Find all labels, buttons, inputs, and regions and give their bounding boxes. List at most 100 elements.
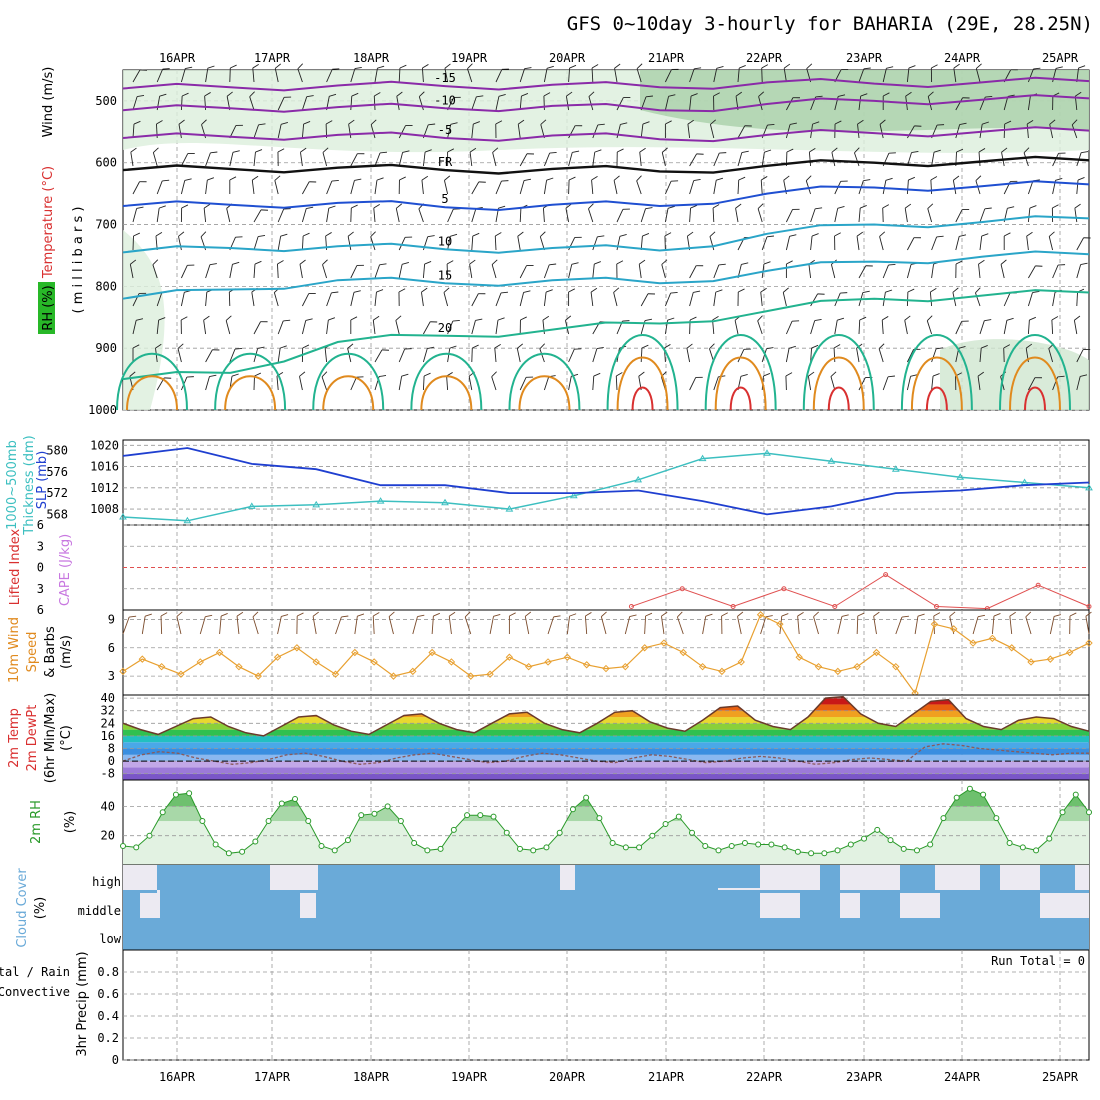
wind10-barb: [524, 616, 530, 635]
wind10-marker: [370, 658, 378, 666]
pressure-tick-1000: 1000: [88, 403, 117, 417]
wind10-barb: [737, 616, 742, 635]
wind10-barb-flag: [417, 614, 425, 618]
wind-barb-flag: [210, 151, 218, 154]
wind-barb: [686, 348, 691, 363]
wind10-marker: [215, 648, 224, 657]
wind-barb-flag: [930, 287, 937, 293]
wind-barb: [543, 152, 551, 167]
wind-barb-flag: [305, 318, 313, 321]
wind-barb: [519, 68, 525, 83]
wind-barb: [471, 320, 476, 335]
wind10-barb: [1009, 616, 1013, 635]
temp-tick-16: 16: [101, 729, 115, 743]
wind-barb: [277, 320, 284, 335]
wind-barb: [1074, 208, 1078, 223]
wind-barb-flag: [207, 177, 215, 181]
wind-barb: [1027, 68, 1034, 83]
wind-barb: [374, 180, 378, 195]
wind-barb-flag: [710, 119, 716, 125]
wind-barb: [443, 292, 449, 307]
wind-barb-flag: [447, 148, 455, 153]
rh-marker: [318, 842, 325, 849]
rh-marker: [768, 841, 775, 848]
wind-barb: [786, 97, 794, 111]
wind-barb-flag: [619, 234, 627, 237]
temp-band: [123, 735, 1089, 743]
wind-barb: [613, 292, 618, 307]
wind-barb: [882, 376, 889, 391]
rh-marker: [675, 813, 682, 820]
wind-barb-flag: [201, 119, 207, 125]
wind-barb: [592, 264, 595, 279]
isotherm-label--15: -15: [434, 71, 456, 85]
rh2m-panel: 20 40 2m RH (%): [29, 779, 1092, 866]
wind-barb: [446, 376, 449, 391]
wind-barb-flag: [156, 120, 163, 125]
wind-barb-flag: [354, 66, 362, 70]
rh-marker: [1046, 835, 1053, 842]
wind-barb-flag: [177, 343, 184, 349]
wind-barb-flag: [767, 123, 775, 126]
bottom-date-25APR: 25APR: [1042, 1070, 1079, 1084]
wind-barb: [640, 293, 649, 307]
wind10-barb: [312, 616, 317, 635]
top-date-23APR: 23APR: [846, 51, 883, 65]
wind10-barb: [1049, 616, 1055, 635]
wind-barb-flag: [789, 234, 797, 237]
wind-barb-flag: [837, 317, 845, 321]
rh-marker: [292, 796, 299, 803]
isotherm-label-15: 15: [438, 268, 452, 282]
wind10-barb-flag: [1009, 611, 1016, 617]
wind-barb-flag: [498, 205, 506, 209]
isotherm-5: [122, 180, 1090, 212]
wind-barb-flag: [597, 123, 605, 126]
isotherm-15: [122, 250, 1090, 300]
wind-barb: [447, 320, 454, 335]
wind-barb: [810, 236, 813, 251]
wind-barb-flag: [831, 147, 838, 153]
cape-panel: 6 3 0 3 6 Lifted Index CAPE (J/kg): [8, 518, 1092, 617]
rh-marker: [199, 818, 206, 825]
li-label: Lifted Index: [8, 528, 23, 605]
isotherm-label-FR: FR: [438, 155, 453, 169]
pressure-tick-600: 600: [95, 156, 117, 170]
wind-barb: [422, 348, 428, 363]
rh-marker: [556, 829, 563, 836]
temp-band: [123, 723, 1089, 730]
wind-barb-flag: [785, 372, 793, 377]
wind-barb: [1028, 377, 1036, 391]
wind-barb-flag: [302, 232, 310, 237]
wind-barb: [882, 264, 889, 279]
wind10-barb-flag: [737, 611, 744, 617]
wind-barb-flag: [402, 150, 410, 153]
thickness-tick-576: 576: [46, 465, 68, 479]
wind-barb-flag: [863, 67, 871, 70]
wind-barb: [761, 348, 767, 363]
wind-barb-flag: [910, 374, 918, 377]
wind10-barb-flag: [357, 613, 365, 617]
wind-barb: [907, 237, 915, 251]
rh-marker: [913, 847, 920, 854]
wind10-barb-flag: [813, 611, 819, 618]
wind-barb-flag: [766, 347, 774, 350]
wind-barb-flag: [565, 315, 572, 321]
wind-barb-flag: [472, 344, 479, 349]
wind10-barb-flag: [236, 611, 244, 617]
wind-barb-flag: [180, 316, 188, 321]
wind-barb-flag: [152, 259, 159, 266]
wind-barb: [253, 209, 262, 223]
wind-barb-flag: [1057, 375, 1065, 378]
chart-title: GFS 0~10day 3-hourly for BAHARIA (29E, 2…: [567, 13, 1093, 35]
wind-barb: [757, 320, 763, 335]
wind-barb: [664, 181, 672, 195]
hot-contour: [827, 386, 850, 411]
wind-barb: [274, 180, 279, 195]
wind-barb: [519, 292, 525, 307]
wind-barb-flag: [473, 121, 480, 125]
wind-barb-flag: [209, 374, 217, 377]
wind-barb-flag: [984, 319, 992, 322]
wind10-barb: [702, 616, 707, 635]
wind-barb-flag: [396, 203, 403, 209]
wind-barb: [616, 236, 621, 251]
